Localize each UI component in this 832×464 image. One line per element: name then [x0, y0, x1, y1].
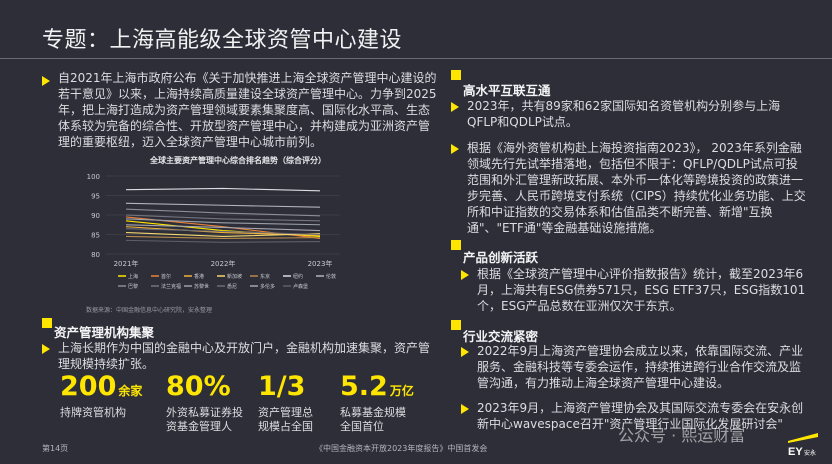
product-paragraph: 根据《全球资产管理中心评价指数报告》统计，截至2023年6月，上海共有ESG债券… — [477, 267, 806, 313]
stat-label: 私募基金规模全国首位 — [340, 406, 406, 433]
connect-paragraph-2: 根据《海外资管机构赴上海投资指南2023》， 2023年系列金融领域先行先试举措… — [467, 141, 806, 235]
legend-label: 苏黎世 — [194, 283, 209, 290]
series-line — [125, 224, 321, 232]
watermark: 公众号 · 熙运财富 — [618, 426, 746, 445]
legend-label: 卢森堡 — [293, 283, 308, 290]
svg-text:EY: EY — [788, 446, 803, 457]
y-tick-label: 95 — [91, 193, 100, 201]
bullet-triangle-icon — [461, 270, 469, 280]
series-line — [125, 214, 321, 222]
x-tick-label: 2023年 — [308, 259, 333, 268]
section-marker-icon — [42, 318, 52, 328]
legend-label: 巴黎 — [128, 283, 138, 290]
stat-number: 1/3 — [258, 371, 306, 402]
bullet-triangle-icon — [451, 102, 459, 112]
legend-label: 法兰克福 — [161, 283, 181, 290]
y-tick-label: 100 — [87, 173, 100, 181]
y-tick-label: 80 — [91, 251, 100, 259]
cluster-heading: 资产管理机构集聚 — [54, 325, 155, 340]
legend-label: 上海 — [128, 273, 138, 280]
page-number: 第14页 — [42, 444, 69, 453]
legend-label: 悉尼 — [227, 283, 237, 290]
bullet-triangle-icon — [42, 76, 50, 86]
legend-label: 香港 — [194, 273, 204, 280]
x-tick-label: 2022年 — [211, 259, 236, 268]
series-line — [125, 232, 321, 238]
exchange-paragraph-2: 2023年9月，上海资产管理协会及其国际交流专委会在安永创新中心wavespac… — [477, 401, 804, 431]
connect-paragraph-1: 2023年，共有89家和62家国际知名资管机构分别参与上海QFLP和QDLP试点… — [467, 99, 781, 129]
svg-text:安永: 安永 — [804, 449, 816, 457]
series-line — [125, 228, 321, 236]
chart-title: 全球主要资产管理中心综合排名趋势（综合评分） — [150, 156, 326, 165]
exchange-paragraph-1: 2022年9月上海资产管理协会成立以来，依靠国际交流、产业服务、金融科技等专委会… — [477, 344, 804, 390]
series-line — [125, 187, 321, 192]
series-line — [125, 235, 321, 239]
y-tick-label: 90 — [91, 212, 100, 220]
y-tick-label: 85 — [91, 232, 100, 240]
stat-label: 资产管理总规模占全国 — [258, 406, 313, 433]
legend-label: 新加坡 — [227, 273, 242, 280]
stat-number: 5.2 万亿 — [340, 371, 414, 402]
x-tick-label: 2021年 — [114, 259, 139, 268]
section-marker-icon — [451, 240, 461, 250]
exchange-heading: 行业交流紧密 — [463, 329, 539, 344]
chart-source: 数据来源：中国金融信息中心研究院，安永整理 — [86, 307, 213, 314]
legend-label: 纽约 — [293, 273, 303, 280]
title-divider — [0, 58, 832, 59]
series-line — [125, 239, 321, 243]
stat-number: 80% — [166, 371, 231, 402]
bullet-triangle-icon — [461, 404, 469, 414]
stat-label: 外资私募证券投资基金管理人 — [166, 406, 243, 433]
section-marker-icon — [451, 70, 461, 80]
ey-logo: EY 安永 — [788, 433, 818, 457]
bullet-triangle-icon — [42, 344, 50, 354]
legend-label: 首尔 — [161, 273, 171, 280]
footer-report: 《中国金融资本开放2023年度报告》中国首发会 — [315, 444, 488, 453]
stat-label: 持牌资管机构 — [60, 406, 126, 419]
intro-paragraph: 自2021年上海市政府公布《关于加快推进上海全球资产管理中心建设的若干意见》以来… — [58, 71, 437, 149]
section-marker-icon — [451, 320, 461, 330]
connect-heading: 高水平互联互通 — [463, 83, 551, 98]
legend-label: 多伦多 — [260, 283, 275, 290]
series-line — [125, 208, 321, 217]
product-heading: 产品创新活跃 — [463, 250, 539, 265]
stat-number: 200 余家 — [60, 371, 143, 402]
cluster-paragraph: 上海长期作为中国的金融中心及开放门户，金融机构加速集聚，资产管理规模持续扩张。 — [58, 341, 431, 371]
legend-label: 东京 — [260, 273, 270, 280]
series-line — [125, 218, 321, 226]
bullet-triangle-icon — [451, 144, 459, 154]
legend-label: 伦敦 — [326, 273, 336, 280]
bullet-triangle-icon — [461, 347, 469, 357]
page-title: 专题：上海高能级全球资管中心建设 — [42, 28, 403, 53]
series-line — [125, 202, 321, 208]
